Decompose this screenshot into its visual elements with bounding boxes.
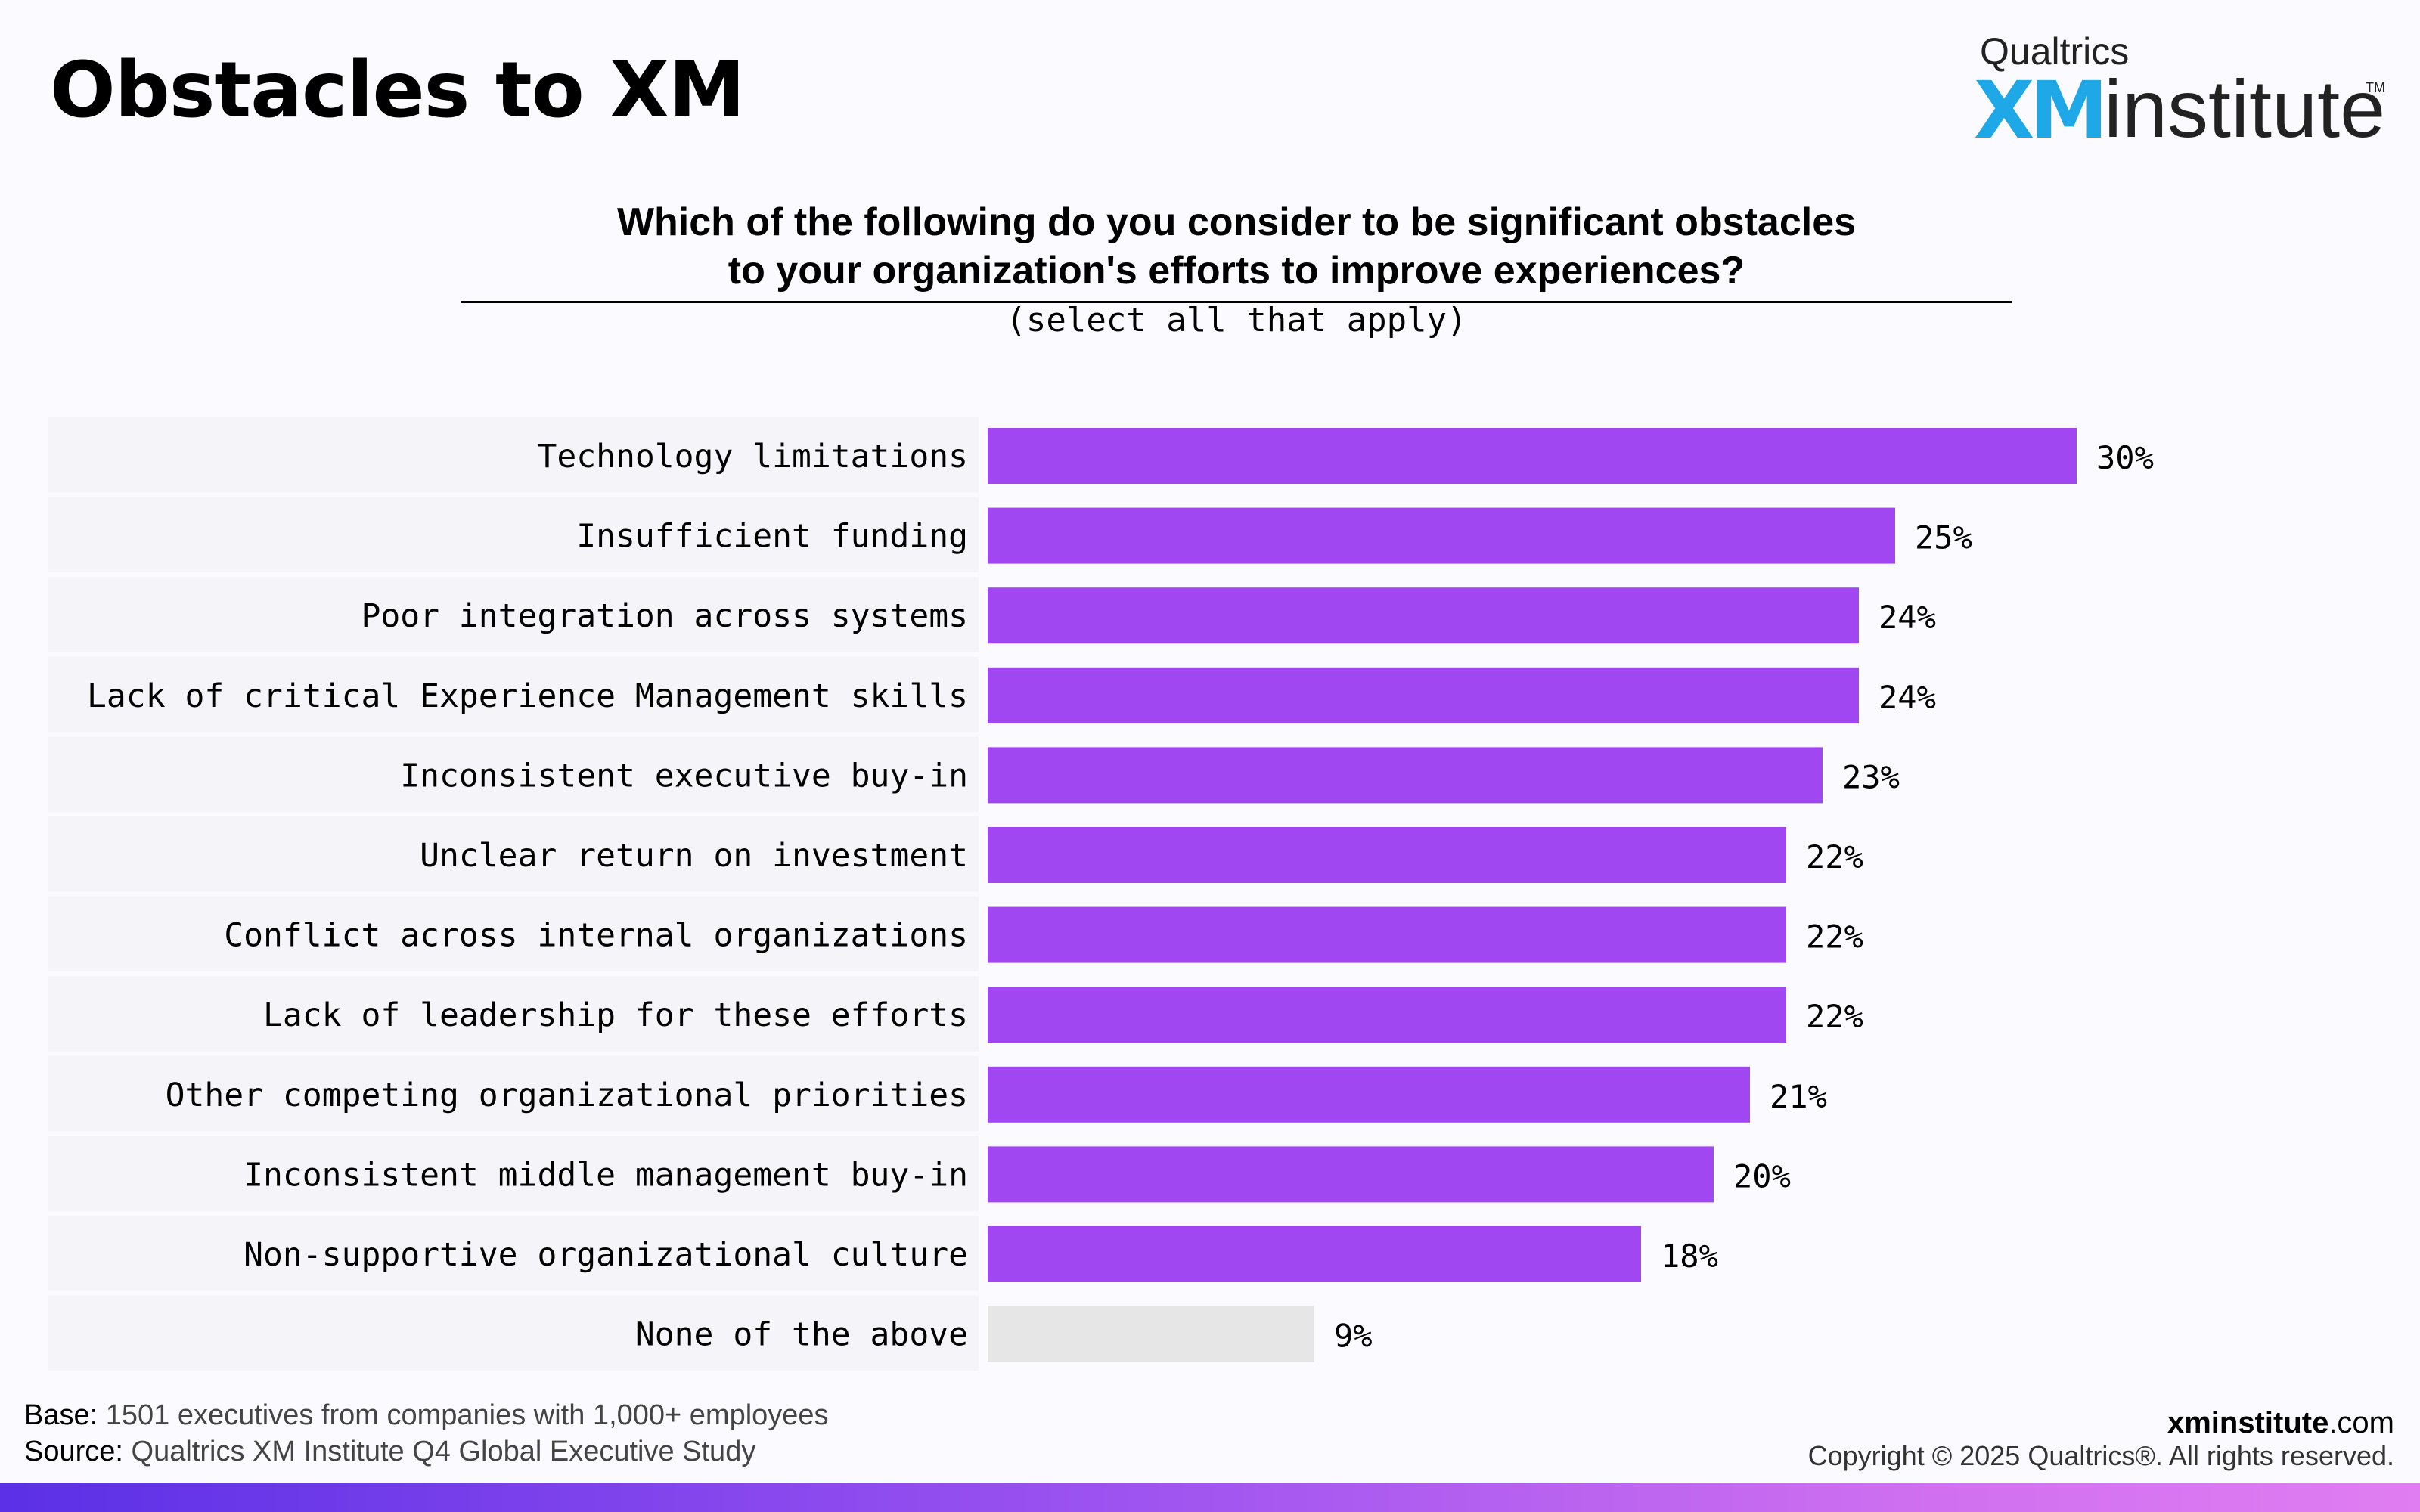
base-label: Base: (24, 1399, 98, 1431)
row-band (48, 497, 979, 573)
logo-xm: XM (1974, 64, 2108, 156)
bar-9 (988, 1146, 1714, 1203)
row-band (48, 736, 979, 812)
category-label: Other competing organizational prioritie… (166, 1077, 968, 1114)
bar-chart: Technology limitations 30% Insufficient fu… (48, 417, 2154, 1371)
category-label: Inconsistent executive buy-in (400, 757, 968, 795)
bar-2 (988, 587, 1859, 644)
value-label: 9% (1334, 1318, 1373, 1355)
category-label: Non-supportive organizational culture (244, 1236, 968, 1274)
row-band (48, 816, 979, 892)
brand-gradient-bar (0, 1483, 2420, 1512)
site-link-suffix: .com (2328, 1406, 2394, 1439)
category-label: Insufficient funding (576, 518, 968, 556)
copyright-notice: Copyright © 2025 Qualtrics®. All rights … (1807, 1440, 2394, 1471)
bar-8 (988, 1066, 1750, 1123)
base-text: 1501 executives from companies with 1,00… (105, 1399, 829, 1431)
question-instruction: (select all that apply) (1006, 301, 1467, 339)
page-title: Obstacles to XM (50, 45, 745, 135)
value-label: 24% (1879, 599, 1936, 636)
row-band (48, 976, 979, 1052)
row-band (48, 577, 979, 652)
base-note: Base: 1501 executives from companies wit… (24, 1397, 829, 1433)
bar-11 (988, 1306, 1314, 1362)
bar-0 (988, 428, 2077, 484)
value-label: 30% (2096, 439, 2154, 476)
value-label: 18% (1661, 1238, 1718, 1275)
value-label: 22% (1806, 919, 1863, 956)
value-label: 25% (1915, 519, 1972, 556)
value-label: 22% (1806, 838, 1863, 875)
row-band (48, 1055, 979, 1132)
site-link-bold: xminstitute (2167, 1406, 2329, 1439)
question-line-2: to your organization's efforts to improv… (728, 249, 1745, 293)
row-band (48, 417, 979, 493)
value-label: 21% (1770, 1078, 1827, 1115)
value-label: 23% (1842, 758, 1900, 795)
question-line-1: Which of the following do you consider t… (616, 200, 1857, 244)
value-label: 20% (1733, 1157, 1791, 1194)
category-label: Inconsistent middle management buy-in (244, 1156, 968, 1194)
bar-7 (988, 987, 1786, 1043)
category-label: Poor integration across systems (361, 597, 968, 635)
category-label: Lack of critical Experience Management s… (87, 677, 968, 715)
row-band (48, 1295, 979, 1371)
survey-question: Which of the following do you consider t… (461, 198, 2012, 295)
category-label: Technology limitations (537, 438, 968, 476)
xm-institute-logo: Qualtrics XM institute TM (1974, 30, 2397, 156)
row-band (48, 896, 979, 972)
bar-5 (988, 827, 1786, 883)
category-label: Conflict across internal organizations (224, 917, 968, 955)
source-label: Source: (24, 1436, 123, 1467)
category-label: None of the above (635, 1316, 968, 1354)
logo-brand: Qualtrics (1980, 30, 2130, 73)
category-label: Lack of leadership for these efforts (263, 996, 968, 1034)
logo-institute: institute (2104, 63, 2386, 154)
logo-tm: TM (2366, 80, 2385, 95)
source-note: Source: Qualtrics XM Institute Q4 Global… (24, 1433, 755, 1470)
bar-10 (988, 1226, 1641, 1282)
value-label: 24% (1879, 679, 1936, 716)
bar-4 (988, 747, 1823, 804)
row-band (48, 1136, 979, 1211)
value-label: 22% (1806, 998, 1863, 1035)
bar-1 (988, 507, 1895, 564)
category-label: Unclear return on investment (420, 837, 968, 875)
row-band (48, 1216, 979, 1291)
question-divider (461, 301, 2012, 303)
site-link[interactable]: xminstitute.com (2167, 1405, 2394, 1441)
bar-3 (988, 667, 1859, 723)
row-band (48, 656, 979, 733)
source-text: Qualtrics XM Institute Q4 Global Executi… (131, 1436, 756, 1467)
bar-6 (988, 906, 1786, 963)
